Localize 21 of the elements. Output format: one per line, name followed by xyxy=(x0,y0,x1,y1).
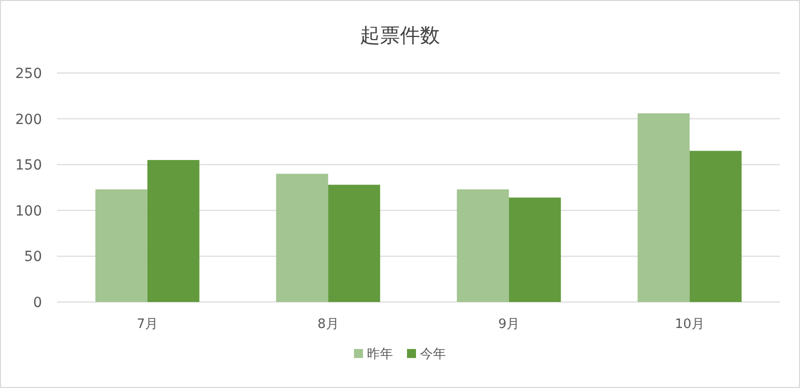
bar xyxy=(508,198,561,302)
y-tick-label: 100 xyxy=(15,203,42,220)
x-tick-label: 10月 xyxy=(674,317,704,332)
bar xyxy=(328,184,380,302)
y-tick-label: 50 xyxy=(24,249,42,266)
bar xyxy=(147,160,200,302)
bar xyxy=(456,189,509,302)
y-tick-label: 0 xyxy=(33,295,42,311)
bar xyxy=(638,113,690,302)
y-tick-label: 250 xyxy=(15,66,42,82)
legend-label: 今年 xyxy=(420,347,446,362)
bar xyxy=(95,189,148,302)
y-tick-label: 150 xyxy=(15,158,42,174)
bar xyxy=(690,150,742,302)
bar xyxy=(276,174,328,302)
x-tick-label: 7月 xyxy=(136,317,158,332)
y-tick-label: 200 xyxy=(15,112,42,128)
x-tick-label: 9月 xyxy=(498,317,520,332)
legend-label: 昨年 xyxy=(367,347,393,362)
x-tick-label: 8月 xyxy=(317,317,339,332)
chart-title: 起票件数 xyxy=(360,23,440,47)
